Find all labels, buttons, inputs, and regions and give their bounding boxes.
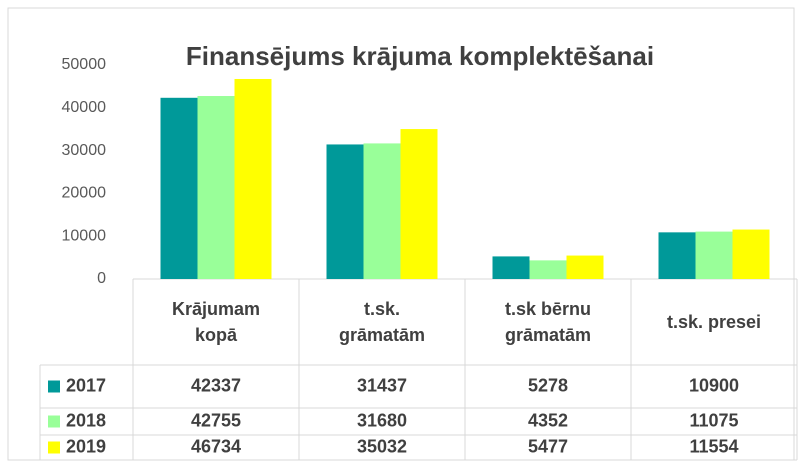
y-tick-label: 0 [97, 270, 106, 287]
x-tick-label: t.sk. grāmatām [338, 299, 426, 345]
bar [732, 229, 770, 279]
table-value: 10900 [689, 375, 739, 395]
legend-label: 2019 [66, 436, 106, 456]
bar [197, 96, 235, 279]
legend-label: 2018 [66, 410, 106, 430]
table-value: 4352 [528, 410, 568, 430]
legend-swatch [48, 415, 60, 428]
x-tick-label: Krājumam kopā [171, 299, 261, 345]
table-value: 46734 [191, 436, 241, 456]
bar [529, 260, 567, 279]
bar [363, 143, 401, 279]
y-tick-label: 50000 [62, 56, 107, 73]
x-tick-label: t.sk bērnu grāmatām [504, 299, 592, 345]
bar [658, 232, 696, 279]
table-value: 11554 [689, 436, 738, 456]
bar [160, 97, 198, 279]
legend-swatch [48, 380, 60, 393]
table-value: 5278 [528, 375, 568, 395]
legend-label: 2017 [66, 375, 106, 395]
x-tick-label: t.sk. presei [666, 312, 762, 332]
bar [566, 255, 604, 279]
y-tick-label: 30000 [62, 142, 107, 159]
bar [695, 231, 733, 279]
y-tick-label: 40000 [62, 99, 107, 116]
bar [234, 78, 272, 279]
bar [400, 129, 438, 279]
table-value: 42755 [191, 410, 241, 430]
table-value: 42337 [191, 375, 241, 395]
table-value: 5477 [528, 436, 568, 456]
bar [326, 144, 364, 279]
chart-title: Finansējums krājuma komplektēšanai [186, 41, 654, 71]
table-value: 11075 [689, 410, 738, 430]
legend-swatch [48, 441, 60, 454]
table-value: 35032 [357, 436, 407, 456]
bar [492, 256, 530, 279]
y-tick-label: 20000 [62, 185, 107, 202]
table-value: 31437 [357, 375, 407, 395]
table-value: 31680 [357, 410, 407, 430]
y-tick-label: 10000 [62, 227, 107, 244]
